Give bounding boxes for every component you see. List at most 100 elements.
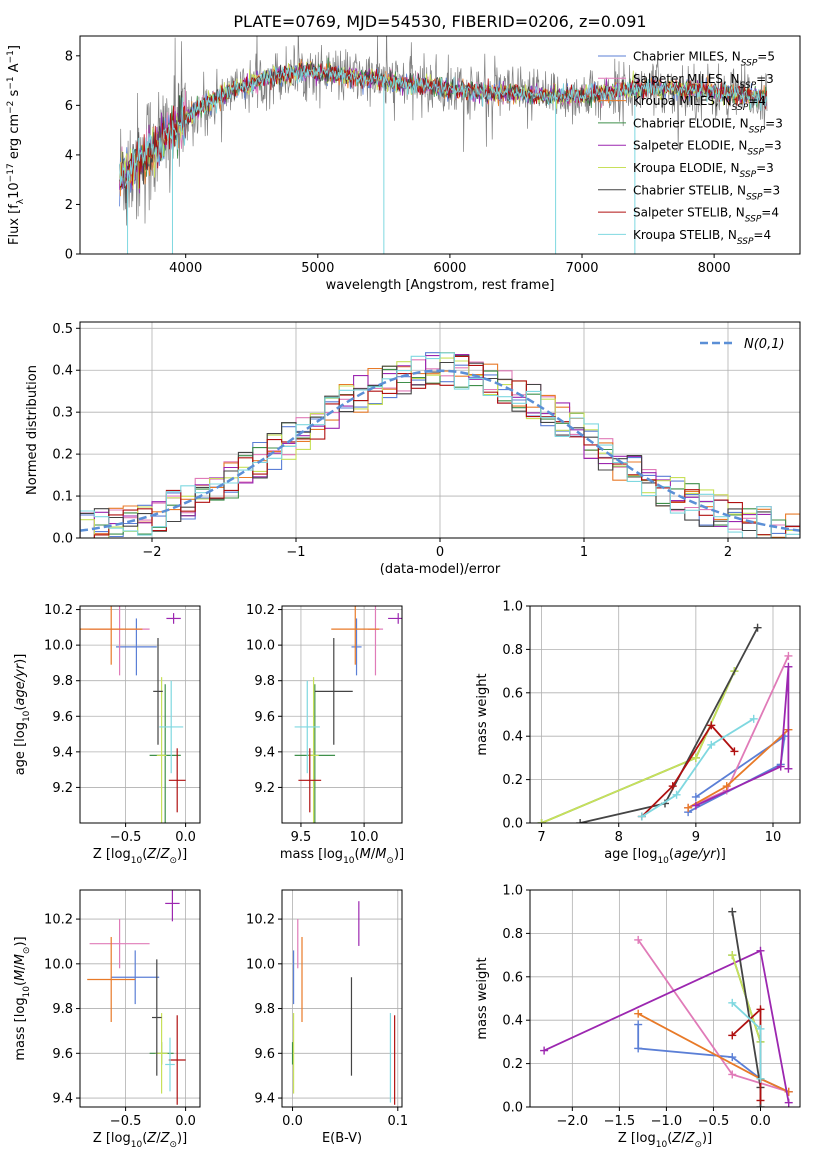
y-tick-label: 0.8: [502, 643, 523, 658]
y-tick-label: 0.3: [52, 406, 73, 421]
legend-label-part: SSP: [741, 59, 758, 69]
x-tick-label: 8: [615, 830, 623, 845]
x-tick-label: 0.1: [387, 1114, 408, 1129]
x-tick-label: 0.0: [175, 830, 196, 845]
hist-salp_elodie: [80, 354, 800, 538]
y-tick-label: 9.8: [254, 674, 275, 689]
weight_vs_age-ylabel: mass weight: [475, 673, 490, 755]
y-tick-label: 0.4: [52, 364, 73, 379]
spectrum-ylabel-part: −17: [6, 163, 16, 182]
y-tick-label: 9.6: [52, 1047, 73, 1062]
legend-label: Chabrier STELIB, NSSP=3: [633, 183, 780, 202]
y-tick-label: 0.0: [502, 817, 523, 832]
mass_vs_Z-xlabel-part: Z: [146, 1131, 157, 1146]
age_vs_Z-axes: −0.5 0.0 9.2 9.4 9.6 9.8 10.0 10.2: [44, 603, 200, 845]
y-tick-label: 10.2: [44, 913, 73, 928]
spectrum-ylabel-part: −1: [6, 76, 16, 89]
mass_vs_Z-ylabel-part: (: [13, 981, 28, 986]
y-tick-label: 9.4: [52, 745, 73, 760]
x-tick-label: 0.0: [750, 1114, 771, 1129]
age_vs_mass-points: [294, 606, 402, 823]
legend-label-part: SSP: [740, 81, 757, 91]
weight_vs_Z-ylabel-part: mass weight: [475, 957, 490, 1039]
y-tick-label: 0.0: [52, 532, 73, 547]
mass_vs_Z-xlabel-part: )]: [177, 1131, 187, 1146]
residual_hist-frame: [79, 321, 801, 539]
legend-label-part: Salpeter ELODIE, N: [633, 139, 747, 153]
age_vs_Z-ylabel: age [log10(age/yr)]: [13, 654, 32, 776]
age_vs_Z-xlabel-part: (: [142, 847, 147, 862]
residual_hist-xlabel-part: (data-model)/error: [380, 562, 501, 577]
x-tick-label: 8000: [698, 261, 731, 276]
legend-label-part: Kroupa MILES, N: [633, 94, 732, 108]
y-tick-label: 10.0: [246, 639, 275, 654]
residual_hist-ylabel-part: Normed distribution: [25, 365, 40, 495]
y-tick-label: 10.2: [44, 603, 73, 618]
weight_vs_age-xlabel-part: age [log: [604, 847, 657, 862]
spectrum-ylabel-part: λ: [16, 198, 26, 204]
x-tick-label: 10: [765, 830, 782, 845]
mass_vs_ebv-axes: 0.0 0.1 9.4 9.6 9.8 10.0 10.2: [246, 890, 408, 1129]
weight_vs_Z-lines: [540, 907, 793, 1107]
age_vs_Z-ylabel-part: 10: [22, 710, 32, 722]
legend-label-part: Chabrier STELIB, N: [633, 183, 746, 197]
y-tick-label: 9.6: [254, 710, 275, 725]
weight_vs_Z-xlabel-part: (: [667, 1131, 672, 1146]
legend-label-part: SSP: [732, 103, 749, 113]
age_vs_mass-axes: 9.5 10.0 9.2 9.4 9.6 9.8 10.0 10.2: [246, 603, 402, 845]
spectrum-ylabel-part: A: [7, 63, 22, 76]
legend-label-part: =4: [748, 94, 766, 108]
mass_vs_Z-ylabel-part: 10: [22, 986, 32, 998]
legend-label: N(0,1): [744, 337, 785, 352]
legend-label-part: SSP: [749, 125, 766, 135]
y-tick-label: 1.0: [502, 600, 523, 615]
legend-label-part: Kroupa ELODIE, N: [633, 161, 740, 175]
y-tick-label: 0.2: [502, 1057, 523, 1072]
weight-line-salp_elodie: [695, 666, 790, 807]
y-tick-label: 0.6: [502, 686, 523, 701]
y-tick-label: 10.2: [246, 913, 275, 928]
mass_vs_ebv-xlabel-part: E(B-V): [322, 1131, 362, 1146]
residual_hist-ylabel: Normed distribution: [25, 365, 40, 495]
spectrum-ylabel-part: ]: [7, 45, 22, 50]
age_vs_Z-points: [80, 606, 186, 823]
mass_vs_ebv-frame: [281, 889, 403, 1108]
age_vs_mass-xlabel-part: /: [371, 847, 376, 862]
legend-label-part: SSP: [745, 215, 762, 225]
legend-label: Kroupa MILES, NSSP=4: [633, 94, 766, 113]
spectrum-ylabel-part: 10: [7, 182, 22, 199]
y-tick-label: 9.4: [52, 1092, 73, 1107]
mass_vs_Z-xlabel: Z [log10(Z/Z⊙)]: [93, 1131, 187, 1150]
x-tick-label: 0.0: [282, 1114, 303, 1129]
weight_vs_age-frame: [529, 605, 801, 824]
age_vs_Z-ylabel-part: (: [13, 706, 28, 711]
weight_vs_age-xlabel-part: 10: [657, 856, 669, 866]
age_vs_Z-xlabel-part: )]: [177, 847, 187, 862]
spectrum-ylabel-part: erg cm: [7, 114, 22, 163]
x-tick-label: 0: [436, 545, 444, 560]
x-tick-label: 7: [537, 830, 545, 845]
legend-label: Salpeter MILES, NSSP=3: [633, 72, 774, 91]
hist-krou_stelib: [80, 352, 800, 538]
y-tick-label: 0.4: [502, 1014, 523, 1029]
legend-label-part: Kroupa STELIB, N: [633, 228, 737, 242]
weight_vs_age-xlabel-part: (: [669, 847, 674, 862]
x-tick-label: −1.0: [651, 1114, 683, 1129]
mass_vs_ebv-points: [291, 901, 396, 1105]
age_vs_Z-xlabel: Z [log10(Z/Z⊙)]: [93, 847, 187, 866]
x-tick-label: −0.5: [110, 830, 142, 845]
y-tick-label: 9.2: [254, 781, 275, 796]
y-tick-label: 9.8: [52, 674, 73, 689]
y-tick-label: 0: [65, 248, 73, 263]
x-tick-label: 1: [580, 545, 588, 560]
x-tick-label: 9.5: [291, 830, 312, 845]
legend-label-part: Salpeter MILES, N: [633, 72, 740, 86]
hist-salp_stelib: [80, 355, 800, 538]
y-tick-label: 9.6: [52, 710, 73, 725]
age_vs_Z-xlabel-part: Z: [160, 847, 171, 862]
mass_vs_Z-ylabel-part: )]: [13, 936, 28, 946]
weight_vs_Z-axes: −2.0 −1.5 −1.0 −0.5 0.0 0.0 0.2 0.4 0.6 0.8 1.0: [502, 884, 800, 1129]
x-tick-label: 10.0: [350, 830, 379, 845]
mass_vs_Z-xlabel-part: 10: [131, 1140, 143, 1150]
